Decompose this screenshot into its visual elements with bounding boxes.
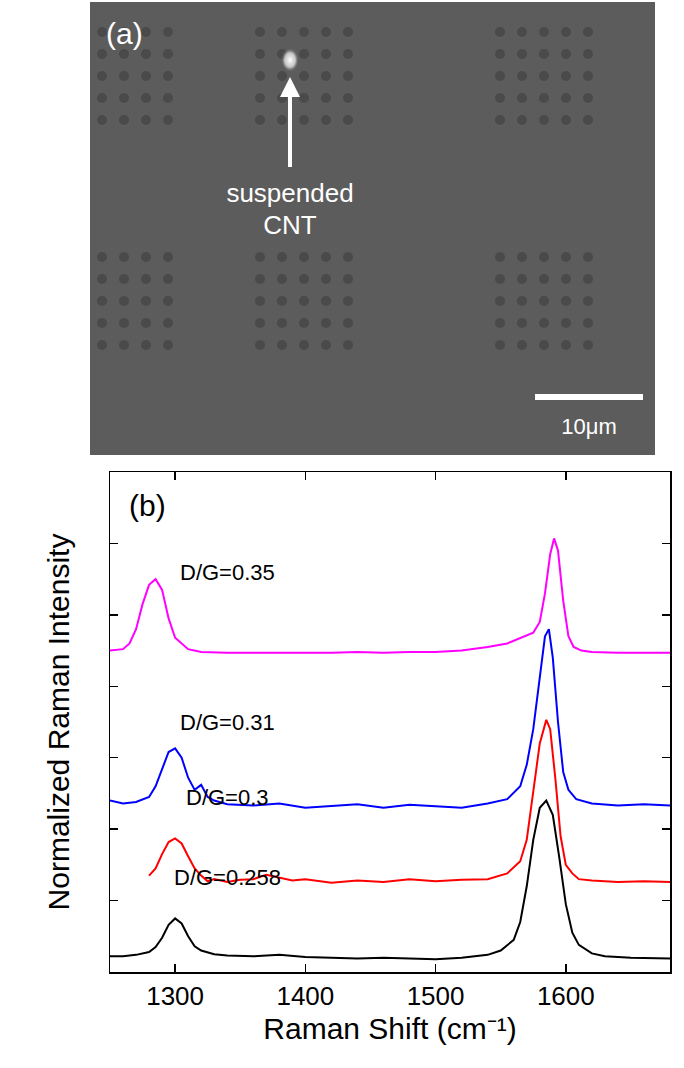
svg-text:10μm: 10μm (561, 414, 616, 439)
svg-text:D/G=0.3: D/G=0.3 (186, 785, 269, 810)
svg-text:D/G=0.35: D/G=0.35 (180, 560, 275, 585)
svg-text:CNT: CNT (263, 210, 317, 240)
svg-text:1400: 1400 (276, 981, 334, 1011)
svg-text:suspended: suspended (226, 178, 353, 208)
svg-text:1500: 1500 (407, 981, 465, 1011)
svg-text:1600: 1600 (537, 981, 595, 1011)
svg-text:(a): (a) (106, 17, 143, 50)
svg-text:(b): (b) (129, 489, 166, 522)
svg-text:Normalized Raman Intensity: Normalized Raman Intensity (42, 534, 75, 911)
svg-text:1300: 1300 (146, 981, 204, 1011)
svg-text:D/G=0.258: D/G=0.258 (174, 865, 281, 890)
svg-text:Raman Shift (cm⁻¹): Raman Shift (cm⁻¹) (263, 1012, 516, 1045)
svg-text:D/G=0.31: D/G=0.31 (180, 710, 275, 735)
